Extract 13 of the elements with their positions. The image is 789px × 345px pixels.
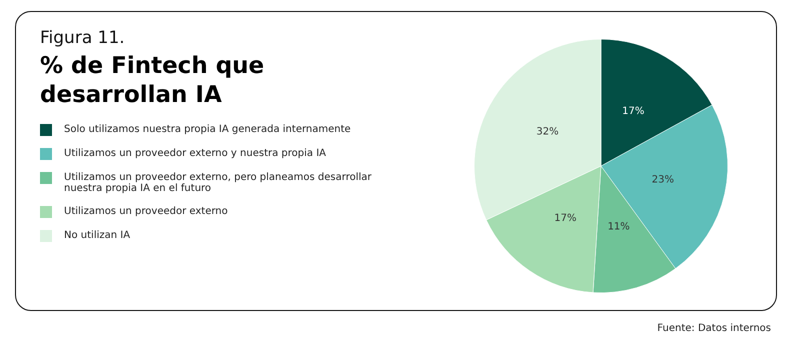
legend-label: Utilizamos un proveedor externo: [64, 206, 228, 217]
data-label: 17%: [554, 213, 576, 224]
legend-label: No utilizan IA: [64, 230, 130, 241]
data-label: 11%: [608, 221, 630, 232]
source-note: Fuente: Datos internos: [657, 323, 771, 334]
chart-subtitle: Figura 11.: [40, 28, 125, 48]
legend-label: Solo utilizamos nuestra propia IA generada internamente: [64, 124, 351, 135]
legend-label: Utilizamos un proveedor externo, pero planeamos desarrollar nuestra propia IA en el futuro: [64, 172, 372, 194]
text: % de Fintech que desarrollan IA: [40, 52, 266, 110]
data-label: 17%: [622, 106, 644, 118]
legend-label: Utilizamos un proveedor externo y nuestra propia IA: [64, 148, 326, 159]
data-label: 32%: [536, 126, 559, 138]
data-label: 23%: [652, 174, 674, 186]
